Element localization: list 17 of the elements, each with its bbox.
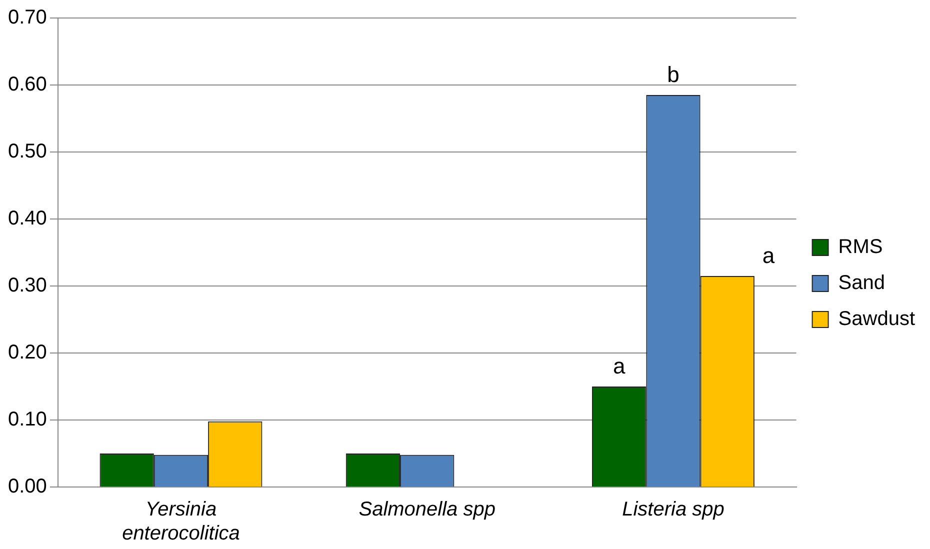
y-tick-label: 0.40: [8, 208, 47, 230]
y-tick-label: 0.50: [8, 140, 47, 163]
legend-label: RMS: [838, 236, 883, 258]
legend-label: Sand: [838, 272, 886, 294]
x-tick-label: Salmonella spp: [358, 498, 496, 521]
annotation: a: [762, 243, 776, 268]
y-tick-label: 0.70: [8, 6, 47, 29]
y-tick-label: 0.30: [8, 274, 47, 297]
annotation: a: [612, 354, 626, 379]
y-tick-label: 0.10: [8, 408, 47, 431]
y-tick-label: 0.00: [8, 476, 47, 498]
x-tick-label: Yersinia enterocolitica: [122, 498, 240, 545]
y-tick-label: 0.60: [8, 74, 47, 96]
annotation: b: [667, 62, 680, 88]
legend-label: Sawdust: [838, 308, 916, 330]
y-tick-label: 0.20: [8, 342, 47, 364]
x-tick-label: Listeria spp: [622, 498, 724, 521]
